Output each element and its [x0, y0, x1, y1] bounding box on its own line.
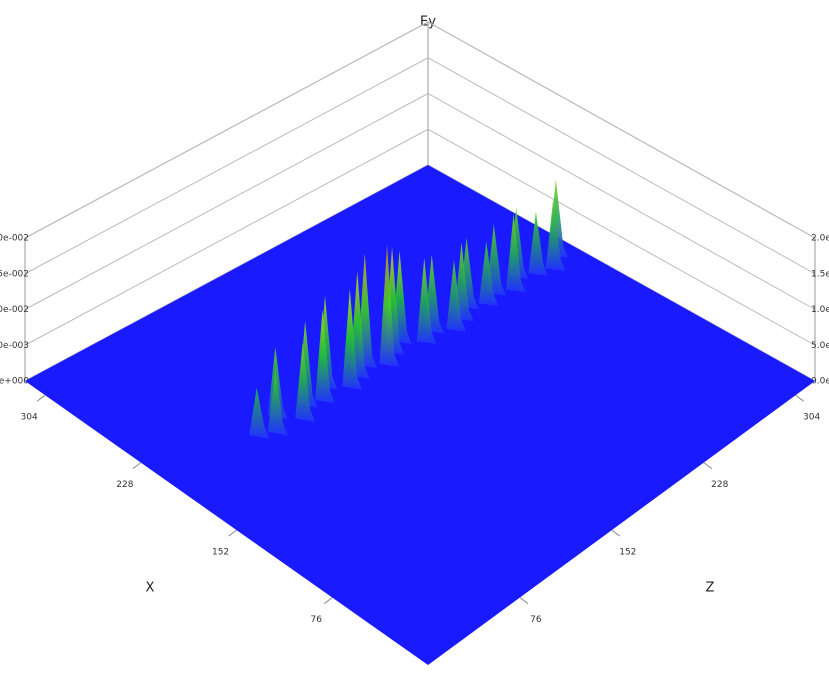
- y-tick-label: 0.0e+000: [0, 377, 29, 387]
- x-tick: [132, 462, 142, 470]
- x-tick: [228, 529, 237, 537]
- x-tick-label: 228: [116, 480, 133, 490]
- z-tick-label: 304: [803, 413, 820, 423]
- grid-line: [24, 128, 816, 346]
- floor-surface: [25, 165, 815, 665]
- z-tick-label: 228: [711, 480, 728, 490]
- x-tick: [36, 394, 46, 402]
- y-tick-label: 1.5e-002: [811, 269, 829, 279]
- surface-peak: [267, 369, 288, 436]
- z-tick-label: 152: [619, 548, 636, 558]
- z-tick-label: 76: [530, 615, 542, 625]
- y-tick-label: 5.0e-003: [811, 341, 829, 351]
- z-axis-title: Z: [706, 581, 715, 596]
- z-tick: [703, 462, 713, 470]
- surface-peak: [545, 199, 566, 271]
- surface-peak: [506, 213, 526, 293]
- surface-peak: [446, 260, 467, 332]
- x-tick-label: 76: [311, 615, 323, 625]
- grid-line: [24, 21, 816, 239]
- z-tick: [611, 529, 621, 537]
- y-tick-label: 1.0e-002: [0, 305, 29, 315]
- x-tick: [323, 597, 333, 604]
- z-tick: [519, 597, 529, 604]
- grid-line: [24, 92, 816, 310]
- x-tick-label: 304: [21, 413, 38, 423]
- surface-peak: [295, 342, 316, 422]
- surface-peak: [249, 387, 270, 439]
- x-axis-title: X: [146, 581, 155, 596]
- surface-peak: [416, 257, 437, 345]
- surface-peak: [478, 241, 499, 307]
- surface-peak: [315, 309, 335, 404]
- grid-line: [24, 57, 816, 275]
- y-tick-label: 1.0e-002: [811, 305, 829, 315]
- y-tick-label: 1.5e-002: [0, 269, 29, 279]
- surface-peak: [528, 211, 549, 276]
- surface-peak: [342, 288, 363, 390]
- z-tick: [795, 394, 804, 402]
- y-tick-label: 5.0e-003: [0, 341, 29, 351]
- surface-peak: [379, 244, 400, 367]
- y-tick-label: 2.0e-002: [811, 234, 829, 244]
- x-tick-label: 152: [212, 548, 229, 558]
- y-tick-label: 2.0e-002: [0, 234, 29, 244]
- y-tick-label: 0.0e+000: [811, 377, 829, 387]
